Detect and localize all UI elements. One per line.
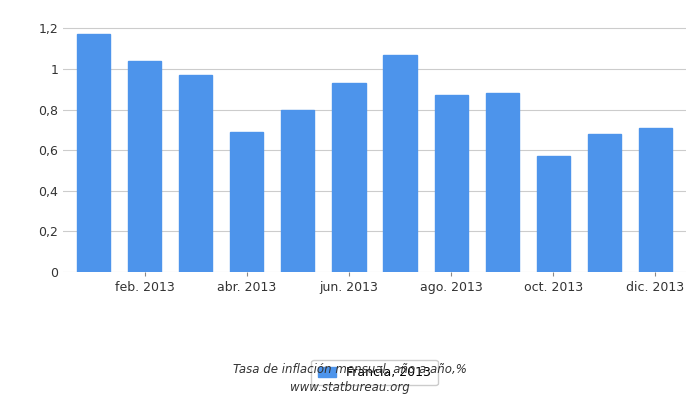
Bar [537,156,570,272]
Bar [486,93,519,272]
Bar [179,75,212,272]
Bar [230,132,263,272]
Text: www.statbureau.org: www.statbureau.org [290,381,410,394]
Bar [435,95,468,272]
Bar [588,134,621,272]
Bar [384,55,416,272]
Bar [281,110,314,272]
Bar [128,61,161,272]
Bar [77,34,110,272]
Legend: Francia, 2013: Francia, 2013 [312,360,438,385]
Bar [332,83,365,272]
Bar [639,128,672,272]
Text: Tasa de inflación mensual, año a año,%: Tasa de inflación mensual, año a año,% [233,364,467,376]
